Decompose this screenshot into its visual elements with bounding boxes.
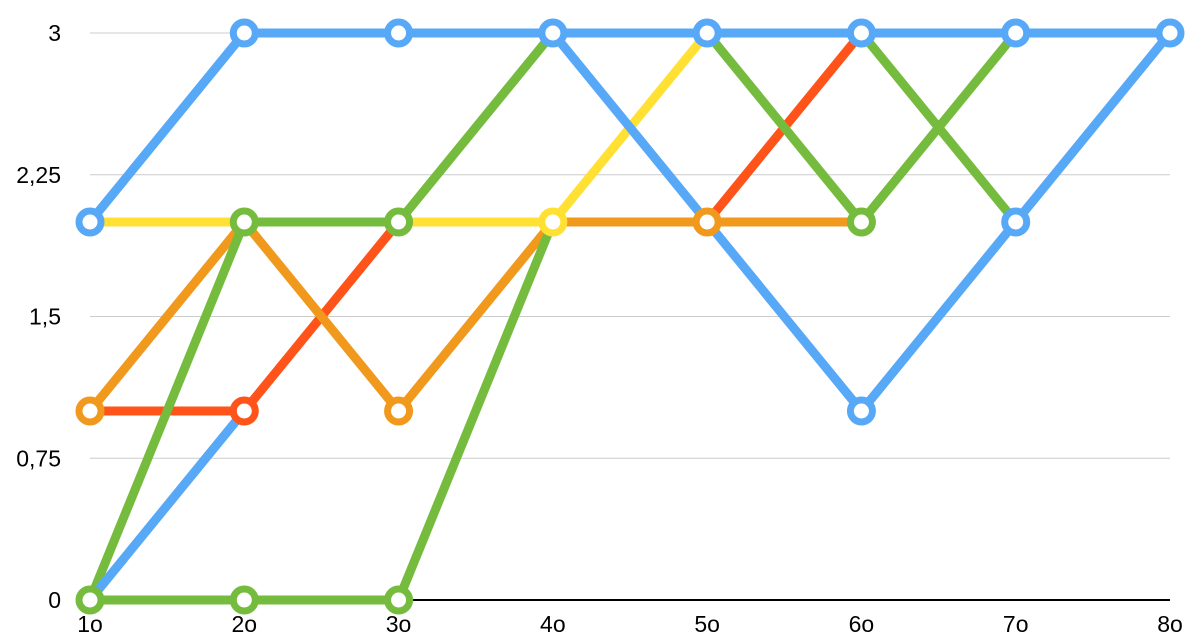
data-point-marker (846, 18, 876, 48)
data-point-marker (1155, 18, 1185, 48)
data-point-marker (846, 207, 876, 237)
data-point-marker (229, 18, 259, 48)
data-point-marker (384, 207, 414, 237)
y-tick-label: 0 (48, 587, 61, 613)
series-line (856, 28, 1021, 227)
series-line (702, 28, 1021, 227)
x-tick-label: 1o (77, 611, 103, 637)
series-line (85, 28, 712, 227)
series-line (85, 28, 558, 605)
data-point-marker (1001, 207, 1031, 237)
x-tick-label: 5o (694, 611, 720, 637)
data-point-marker (846, 396, 876, 426)
data-markers (75, 18, 1185, 615)
series-line (85, 406, 249, 605)
x-tick-label: 8o (1157, 611, 1183, 637)
y-tick-labels: 0 0,75 1,5 2,25 3 (16, 20, 61, 613)
data-point-marker (538, 207, 568, 237)
x-tick-label: 4o (540, 611, 566, 637)
data-point-marker (75, 396, 105, 426)
data-point-marker (229, 396, 259, 426)
series-line (85, 217, 558, 605)
y-tick-label: 3 (48, 20, 61, 46)
x-tick-labels: 1o 2o 3o 4o 5o 6o 7o 8o (77, 611, 1183, 637)
data-point-marker (538, 18, 568, 48)
series-line (85, 28, 1175, 227)
series-line (85, 217, 866, 416)
data-point-marker (75, 585, 105, 615)
x-tick-label: 6o (849, 611, 875, 637)
data-point-marker (384, 585, 414, 615)
y-tick-label: 0,75 (16, 445, 61, 471)
data-point-marker (75, 207, 105, 237)
data-point-marker (229, 585, 259, 615)
x-tick-label: 3o (386, 611, 412, 637)
data-point-marker (692, 18, 722, 48)
data-point-marker (692, 207, 722, 237)
y-tick-label: 2,25 (16, 162, 61, 188)
x-tick-label: 7o (1003, 611, 1029, 637)
y-tick-label: 1,5 (29, 304, 61, 330)
data-point-marker (229, 207, 259, 237)
data-point-marker (384, 396, 414, 426)
data-point-marker (1001, 18, 1031, 48)
x-tick-label: 2o (231, 611, 257, 637)
data-point-marker (384, 18, 414, 48)
